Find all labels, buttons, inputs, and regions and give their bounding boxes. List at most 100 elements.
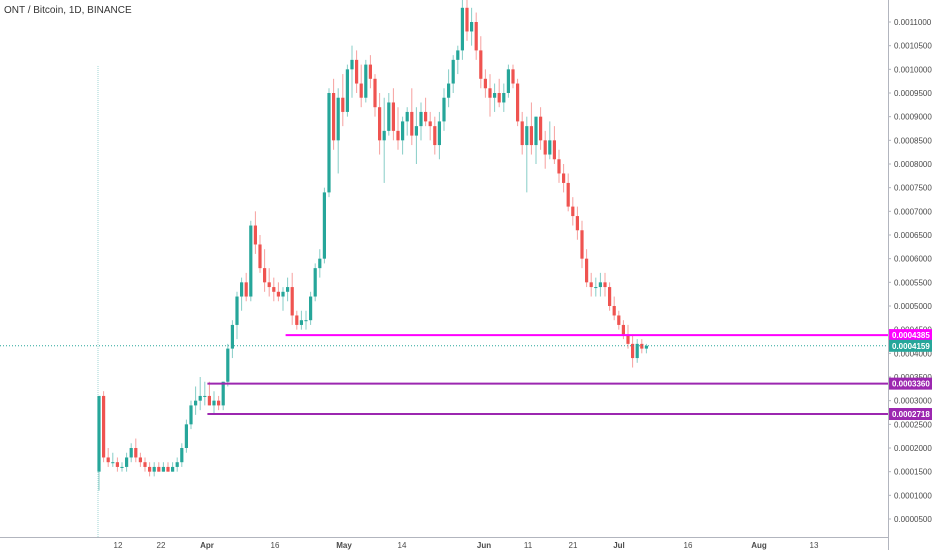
- candle-body[interactable]: [115, 462, 119, 467]
- candle-body[interactable]: [451, 59, 455, 84]
- candle-body[interactable]: [598, 282, 602, 288]
- candle-body[interactable]: [350, 59, 354, 70]
- candle-body[interactable]: [557, 159, 561, 174]
- candle-body[interactable]: [345, 69, 349, 112]
- candle-body[interactable]: [617, 315, 621, 325]
- candle-body[interactable]: [502, 93, 506, 103]
- candle-body[interactable]: [396, 130, 400, 141]
- candle-body[interactable]: [359, 83, 363, 98]
- candle-body[interactable]: [401, 121, 405, 141]
- candle-body[interactable]: [470, 22, 474, 32]
- candle-body[interactable]: [433, 126, 437, 146]
- candle-body[interactable]: [516, 83, 520, 122]
- candle-body[interactable]: [437, 121, 441, 146]
- candle-body[interactable]: [640, 343, 644, 349]
- candle-body[interactable]: [244, 282, 248, 297]
- candle-body[interactable]: [387, 102, 391, 131]
- candle-body[interactable]: [267, 282, 271, 288]
- candle-body[interactable]: [286, 287, 290, 292]
- candle-body[interactable]: [474, 22, 478, 51]
- candle-body[interactable]: [543, 140, 547, 155]
- candle-body[interactable]: [580, 230, 584, 259]
- candle-body[interactable]: [304, 320, 308, 322]
- candle-body[interactable]: [548, 140, 552, 155]
- candle-body[interactable]: [207, 395, 211, 406]
- candle-body[interactable]: [336, 97, 340, 141]
- candle-body[interactable]: [382, 130, 386, 141]
- candle-body[interactable]: [414, 126, 418, 136]
- candle-body[interactable]: [263, 268, 267, 283]
- candle-body[interactable]: [341, 97, 345, 112]
- candle-body[interactable]: [447, 83, 451, 98]
- candle-body[interactable]: [511, 69, 515, 84]
- candle-body[interactable]: [249, 225, 253, 297]
- candle-body[interactable]: [552, 140, 556, 160]
- candle-body[interactable]: [102, 395, 106, 458]
- candle-body[interactable]: [299, 320, 303, 325]
- candle-body[interactable]: [539, 116, 543, 141]
- candle-body[interactable]: [148, 466, 152, 472]
- candle-body[interactable]: [235, 296, 239, 325]
- candle-body[interactable]: [608, 287, 612, 306]
- candle-body[interactable]: [194, 400, 198, 406]
- candle-body[interactable]: [189, 405, 193, 425]
- candle-body[interactable]: [171, 466, 175, 472]
- candle-body[interactable]: [309, 296, 313, 321]
- candle-body[interactable]: [111, 462, 115, 464]
- candle-body[interactable]: [138, 457, 142, 463]
- candle-body[interactable]: [157, 466, 161, 472]
- candle-body[interactable]: [506, 69, 510, 93]
- candle-body[interactable]: [497, 93, 501, 103]
- candle-body[interactable]: [594, 287, 598, 289]
- candle-body[interactable]: [483, 78, 487, 89]
- candle-body[interactable]: [129, 448, 133, 458]
- candle-body[interactable]: [612, 306, 616, 316]
- candle-body[interactable]: [465, 7, 469, 32]
- candle-body[interactable]: [184, 424, 188, 448]
- candle-body[interactable]: [456, 50, 460, 60]
- candle-body[interactable]: [571, 206, 575, 217]
- candle-body[interactable]: [134, 448, 138, 458]
- candle-body[interactable]: [368, 64, 372, 79]
- candle-body[interactable]: [290, 287, 294, 316]
- candle-body[interactable]: [428, 121, 432, 127]
- candle-body[interactable]: [635, 343, 639, 359]
- candle-body[interactable]: [221, 381, 225, 406]
- candle-body[interactable]: [97, 395, 101, 472]
- candle-body[interactable]: [493, 93, 497, 98]
- candle-body[interactable]: [378, 107, 382, 141]
- candle-body[interactable]: [355, 59, 359, 84]
- candle-body[interactable]: [631, 343, 635, 359]
- candle-body[interactable]: [410, 111, 414, 136]
- candle-body[interactable]: [391, 102, 395, 131]
- candle-body[interactable]: [152, 466, 156, 472]
- candle-body[interactable]: [230, 324, 234, 349]
- candle-body[interactable]: [575, 216, 579, 231]
- candle-body[interactable]: [240, 282, 244, 297]
- candle-body[interactable]: [460, 7, 464, 51]
- candle-body[interactable]: [313, 268, 317, 297]
- candle-body[interactable]: [442, 97, 446, 122]
- candle-body[interactable]: [520, 121, 524, 146]
- candle-body[interactable]: [125, 457, 129, 467]
- candle-body[interactable]: [621, 324, 625, 335]
- candle-body[interactable]: [332, 93, 336, 141]
- candle-body[interactable]: [534, 116, 538, 146]
- candle-body[interactable]: [276, 291, 280, 297]
- candle-body[interactable]: [373, 78, 377, 108]
- candle-body[interactable]: [364, 64, 368, 98]
- candle-body[interactable]: [479, 50, 483, 79]
- candle-body[interactable]: [198, 395, 202, 401]
- candle-body[interactable]: [488, 88, 492, 98]
- candle-body[interactable]: [644, 345, 648, 349]
- candle-body[interactable]: [180, 448, 184, 463]
- candle-body[interactable]: [603, 282, 607, 288]
- candle-body[interactable]: [295, 315, 299, 325]
- candle-body[interactable]: [253, 225, 257, 245]
- candle-body[interactable]: [161, 466, 165, 472]
- candle-body[interactable]: [322, 192, 326, 259]
- candle-body[interactable]: [120, 466, 124, 468]
- candle-body[interactable]: [175, 462, 179, 467]
- candle-body[interactable]: [327, 93, 331, 193]
